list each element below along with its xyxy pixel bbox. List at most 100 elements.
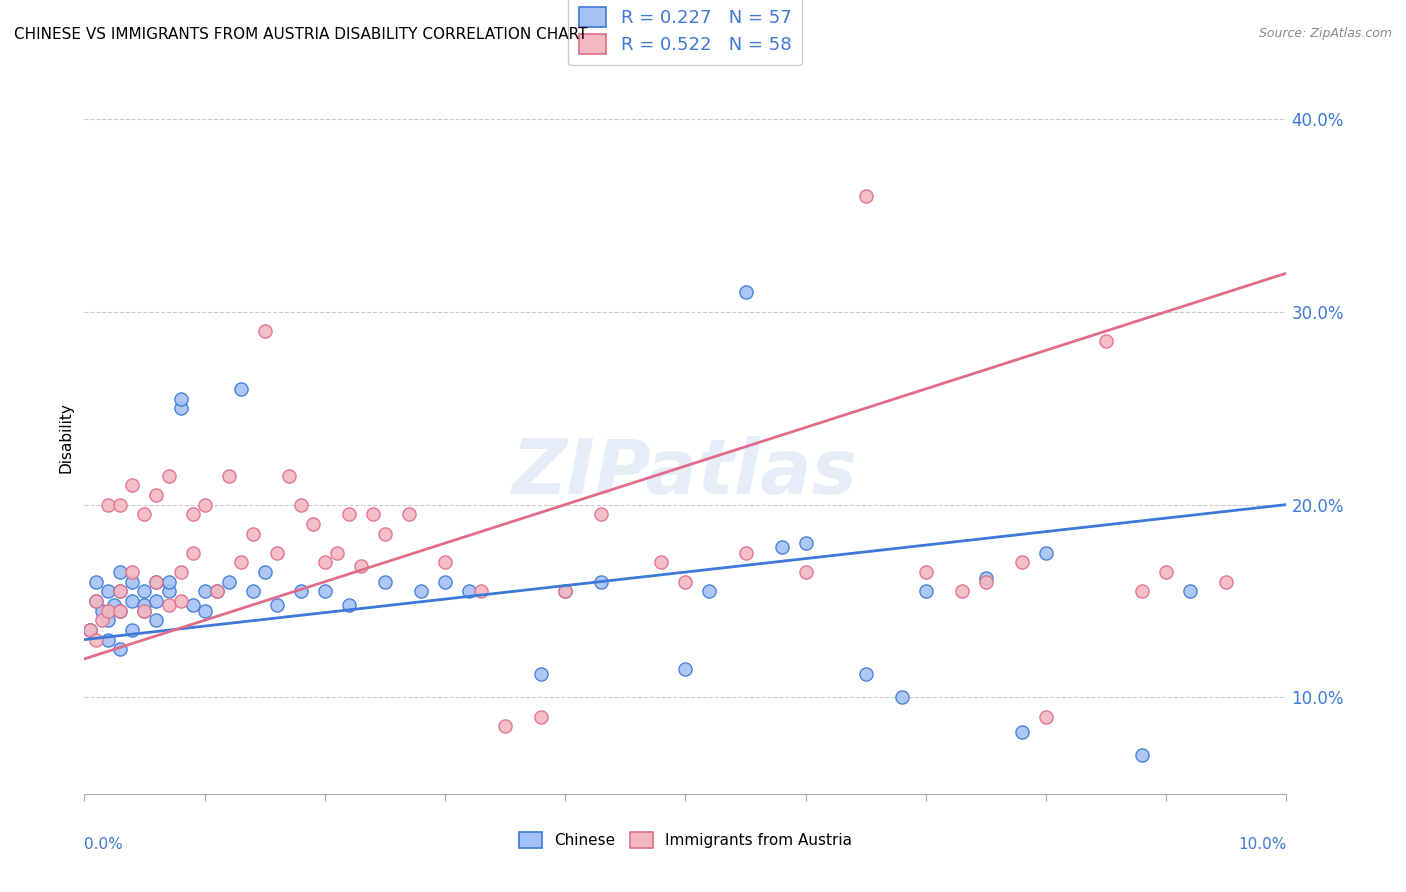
Point — [103, 598, 125, 612]
Point — [794, 565, 817, 579]
Point — [266, 546, 288, 560]
Text: 10.0%: 10.0% — [1239, 837, 1286, 852]
Point — [134, 604, 156, 618]
Point — [770, 540, 793, 554]
Point — [169, 392, 191, 406]
Point — [242, 526, 264, 541]
Text: 0.0%: 0.0% — [84, 837, 124, 852]
Point — [434, 574, 457, 589]
Point — [194, 498, 217, 512]
Point — [734, 546, 756, 560]
Point — [97, 498, 120, 512]
Point — [205, 584, 228, 599]
Point — [79, 623, 101, 637]
Point — [134, 584, 156, 599]
Point — [134, 598, 156, 612]
Point — [181, 598, 204, 612]
Point — [253, 565, 276, 579]
Point — [91, 613, 114, 627]
Point — [290, 584, 312, 599]
Point — [855, 189, 877, 203]
Point — [97, 604, 120, 618]
Point — [229, 382, 252, 396]
Point — [79, 623, 101, 637]
Point — [145, 574, 167, 589]
Point — [242, 584, 264, 599]
Point — [110, 604, 132, 618]
Point — [1130, 584, 1153, 599]
Point — [218, 574, 240, 589]
Point — [409, 584, 432, 599]
Point — [675, 661, 697, 675]
Point — [301, 516, 323, 531]
Point — [350, 559, 373, 574]
Point — [157, 468, 180, 483]
Point — [169, 594, 191, 608]
Point — [218, 468, 240, 483]
Point — [398, 507, 420, 521]
Point — [157, 584, 180, 599]
Point — [266, 598, 288, 612]
Point — [290, 498, 312, 512]
Point — [121, 574, 143, 589]
Point — [134, 604, 156, 618]
Text: CHINESE VS IMMIGRANTS FROM AUSTRIA DISABILITY CORRELATION CHART: CHINESE VS IMMIGRANTS FROM AUSTRIA DISAB… — [14, 27, 588, 42]
Point — [91, 604, 114, 618]
Point — [145, 594, 167, 608]
Point — [121, 478, 143, 492]
Point — [1011, 725, 1033, 739]
Point — [361, 507, 384, 521]
Point — [181, 546, 204, 560]
Point — [974, 571, 997, 585]
Point — [110, 498, 132, 512]
Point — [157, 598, 180, 612]
Point — [530, 710, 553, 724]
Legend: Chinese, Immigrants from Austria: Chinese, Immigrants from Austria — [512, 826, 859, 854]
Point — [314, 584, 336, 599]
Point — [675, 574, 697, 589]
Point — [734, 285, 756, 300]
Point — [145, 574, 167, 589]
Point — [794, 536, 817, 550]
Point — [86, 594, 108, 608]
Point — [277, 468, 299, 483]
Point — [229, 556, 252, 570]
Point — [699, 584, 721, 599]
Point — [97, 632, 120, 647]
Y-axis label: Disability: Disability — [58, 401, 73, 473]
Point — [337, 598, 360, 612]
Point — [494, 719, 516, 733]
Point — [110, 584, 132, 599]
Point — [205, 584, 228, 599]
Point — [121, 623, 143, 637]
Point — [134, 507, 156, 521]
Point — [121, 594, 143, 608]
Point — [458, 584, 481, 599]
Point — [97, 584, 120, 599]
Point — [86, 574, 108, 589]
Point — [890, 690, 912, 705]
Point — [1130, 748, 1153, 763]
Point — [650, 556, 672, 570]
Text: ZIPatlas: ZIPatlas — [512, 436, 859, 509]
Point — [157, 574, 180, 589]
Point — [145, 613, 167, 627]
Point — [1035, 546, 1057, 560]
Point — [110, 642, 132, 657]
Point — [169, 565, 191, 579]
Point — [253, 324, 276, 338]
Text: Source: ZipAtlas.com: Source: ZipAtlas.com — [1258, 27, 1392, 40]
Point — [530, 667, 553, 681]
Point — [1156, 565, 1178, 579]
Point — [86, 632, 108, 647]
Point — [110, 604, 132, 618]
Point — [110, 565, 132, 579]
Point — [110, 584, 132, 599]
Point — [97, 613, 120, 627]
Point — [314, 556, 336, 570]
Point — [326, 546, 349, 560]
Point — [374, 574, 396, 589]
Point — [374, 526, 396, 541]
Point — [434, 556, 457, 570]
Point — [470, 584, 492, 599]
